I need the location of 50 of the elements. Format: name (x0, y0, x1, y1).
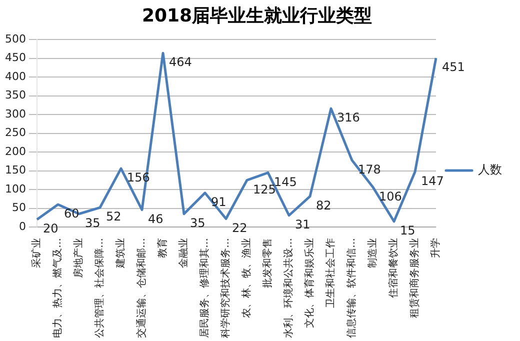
y-tick-label: 500 (4, 32, 26, 46)
data-label: 125 (253, 182, 276, 196)
y-tick-label: 200 (4, 144, 26, 158)
data-label: 15 (400, 224, 416, 238)
x-tick-label: 文化、体育和娱乐业 (304, 238, 316, 328)
x-tick-label: 房地产业 (72, 238, 85, 278)
x-tick-label: 水利、环境和公共设… (282, 238, 295, 338)
x-tick-label: 采矿业 (30, 238, 43, 268)
x-tick-label: 居民服务、修理和其… (198, 238, 211, 338)
y-tick-label: 50 (12, 201, 26, 214)
y-tick-label: 400 (4, 70, 26, 83)
x-tick-label: 农、林、牧、渔业 (240, 238, 253, 318)
y-tick-label: 450 (4, 51, 26, 64)
x-tick-label: 住宿和餐饮业 (388, 238, 400, 298)
data-label: 82 (316, 198, 332, 212)
data-label: 451 (442, 60, 465, 74)
x-tick-label: 租赁和商务服务业 (408, 238, 421, 318)
data-label: 22 (232, 220, 248, 235)
data-label: 464 (168, 55, 192, 70)
data-label: 145 (274, 174, 297, 189)
data-label: 20 (42, 222, 58, 236)
data-label: 35 (190, 216, 206, 230)
x-tick-label: 批发和零售 (262, 238, 274, 288)
y-tick-label: 150 (4, 164, 26, 177)
y-tick-label: 0 (18, 220, 26, 233)
y-tick-label: 300 (4, 107, 26, 120)
data-label: 46 (148, 212, 164, 226)
data-label: 60 (64, 206, 80, 221)
chart-title: 2018届毕业生就业行业类型 (142, 5, 372, 26)
x-tick-label: 教育 (156, 238, 169, 258)
x-tick-label: 制造业 (366, 238, 379, 268)
data-label: 147 (421, 174, 444, 188)
data-label: 106 (379, 189, 402, 204)
y-tick-label: 100 (4, 182, 26, 196)
x-tick-label: 公共管理、社会保障… (94, 238, 106, 338)
y-tick-label: 250 (4, 126, 26, 140)
data-label: 35 (84, 216, 100, 230)
data-label: 31 (295, 218, 310, 232)
x-tick-label: 信息传输、软件和信… (346, 238, 358, 338)
x-tick-label: 科学研究和技术服务… (220, 238, 232, 338)
x-tick-label: 交通运输、仓储和邮… (136, 238, 148, 338)
x-tick-label: 建筑业 (114, 238, 127, 269)
data-label: 52 (106, 210, 122, 224)
x-tick-label: 电力、热力、燃气及… (52, 238, 64, 338)
x-tick-label: 卫生和社会工作 (324, 238, 337, 308)
legend-label: 人数 (478, 162, 502, 177)
x-tick-label: 金融业 (178, 238, 190, 268)
x-tick-label: 升学 (430, 238, 442, 258)
y-tick-label: 350 (4, 88, 26, 102)
data-label: 316 (337, 110, 360, 125)
